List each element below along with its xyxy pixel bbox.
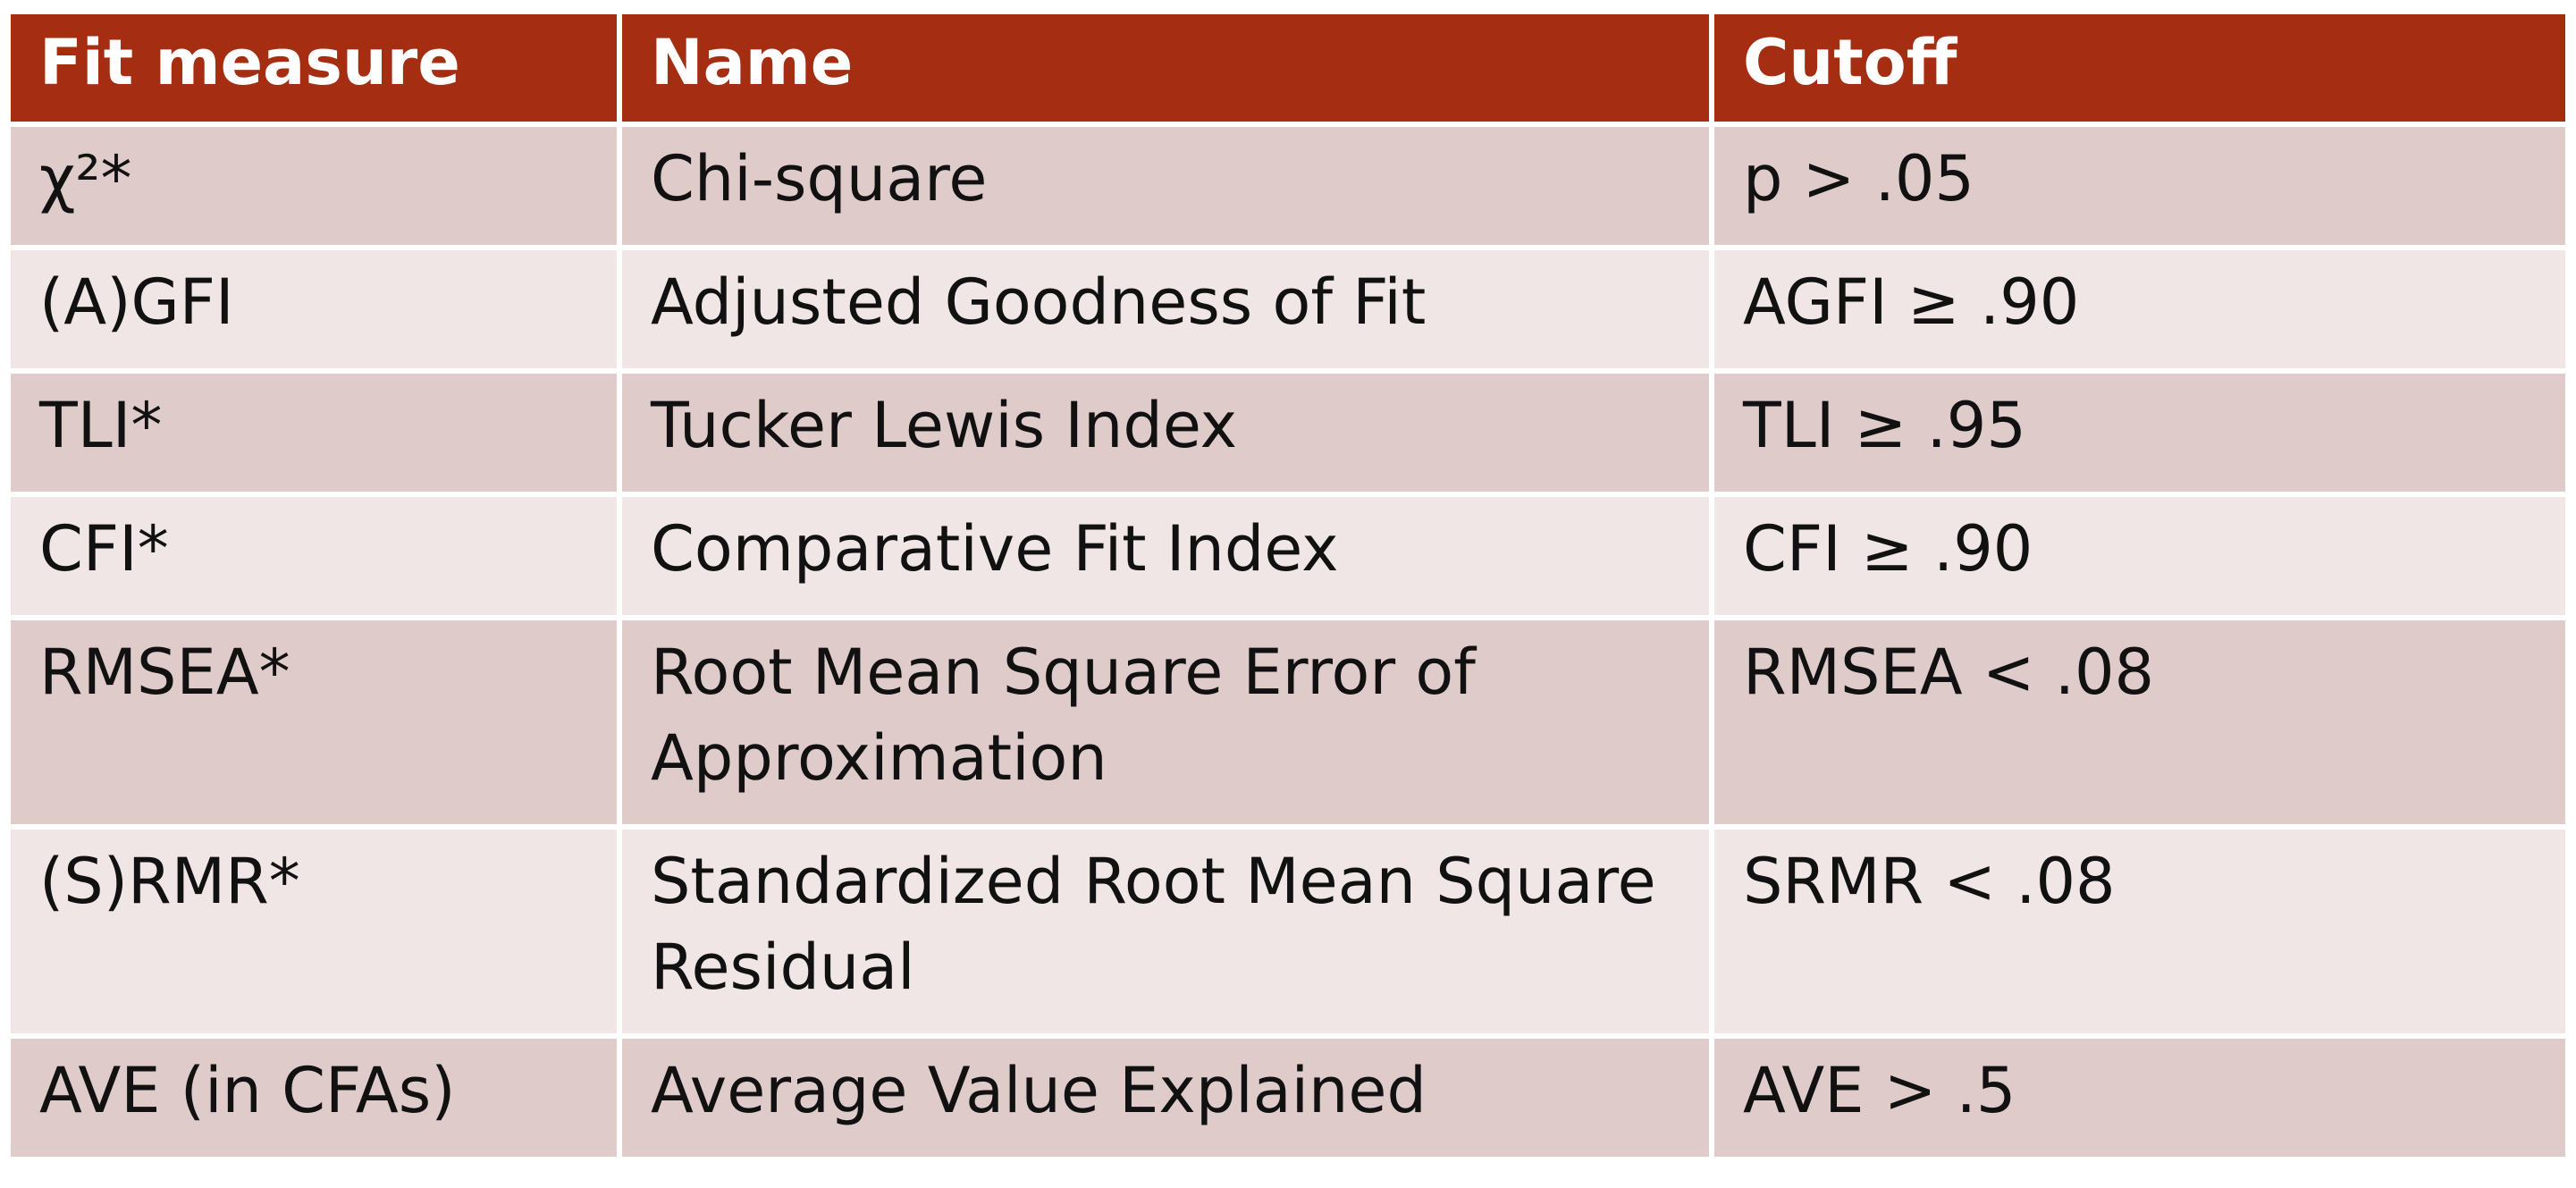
table-cell: AVE > .5 [1709, 1033, 2571, 1162]
table-cell: Comparative Fit Index [617, 492, 1714, 620]
table-cell: (S)RMR* [5, 824, 622, 1039]
table-cell: χ²* [5, 122, 622, 250]
table-cell: Adjusted Goodness of Fit [617, 245, 1714, 374]
table-row: (A)GFI Adjusted Goodness of Fit AGFI ≥ .90 [5, 245, 2571, 374]
table-row: AVE (in CFAs) Average Value Explained AVE … [5, 1033, 2571, 1162]
table-cell: RMSEA* [5, 615, 622, 830]
table-cell: CFI ≥ .90 [1709, 492, 2571, 620]
table-row: TLI* Tucker Lewis Index TLI ≥ .95 [5, 368, 2571, 497]
table-cell: Root Mean Square Error of Approximation [617, 615, 1714, 830]
table-cell: TLI* [5, 368, 622, 497]
header-row: Fit measure Name Cutoff [5, 9, 2571, 127]
table-cell: (A)GFI [5, 245, 622, 374]
table-cell: AVE (in CFAs) [5, 1033, 622, 1162]
header-cell: Name [617, 9, 1714, 127]
table-row: CFI* Comparative Fit Index CFI ≥ .90 [5, 492, 2571, 620]
table-cell: Tucker Lewis Index [617, 368, 1714, 497]
table-cell: Average Value Explained [617, 1033, 1714, 1162]
table-cell: Standardized Root Mean Square Residual [617, 824, 1714, 1039]
table-cell: Chi-square [617, 122, 1714, 250]
fit-table: Fit measure Name Cutoff χ²* Chi-square p > .… [5, 9, 2571, 1162]
table-cell: AGFI ≥ .90 [1709, 245, 2571, 374]
header-cell: Cutoff [1709, 9, 2571, 127]
table-cell: TLI ≥ .95 [1709, 368, 2571, 497]
table-cell: SRMR < .08 [1709, 824, 2571, 1039]
table-cell: CFI* [5, 492, 622, 620]
table-row: (S)RMR* Standardized Root Mean Square Res… [5, 824, 2571, 1039]
table-cell: RMSEA < .08 [1709, 615, 2571, 830]
table-row: χ²* Chi-square p > .05 [5, 122, 2571, 250]
table-row: RMSEA* Root Mean Square Error of Approxim… [5, 615, 2571, 830]
header-cell: Fit measure [5, 9, 622, 127]
table-cell: p > .05 [1709, 122, 2571, 250]
